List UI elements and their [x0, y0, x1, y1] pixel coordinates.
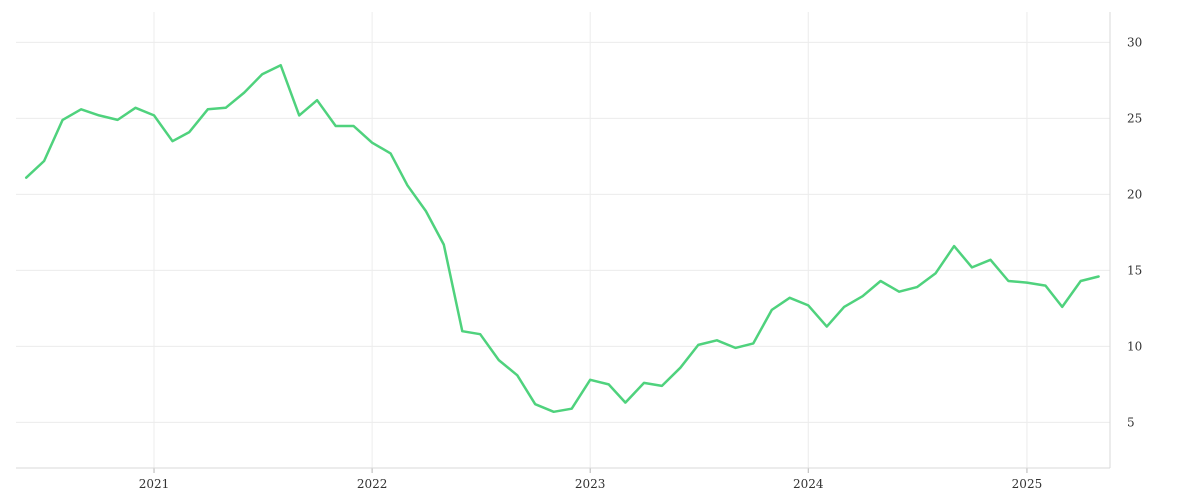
x-tick-label: 2023 [575, 477, 606, 491]
x-tick-label: 2021 [139, 477, 170, 491]
y-tick-label: 30 [1127, 35, 1142, 49]
y-tick-label: 25 [1127, 111, 1142, 125]
x-tick-label: 2024 [793, 477, 824, 491]
series-line [24, 63, 1100, 414]
axes [16, 12, 1111, 473]
y-tick-label: 20 [1127, 187, 1142, 201]
grid [16, 12, 1110, 468]
y-tick-label: 10 [1127, 339, 1142, 353]
y-tick-label: 5 [1127, 415, 1135, 429]
x-tick-label: 2025 [1012, 477, 1043, 491]
series-layer [24, 63, 1100, 414]
y-tick-label: 15 [1127, 263, 1142, 277]
x-tick-label: 2022 [357, 477, 388, 491]
